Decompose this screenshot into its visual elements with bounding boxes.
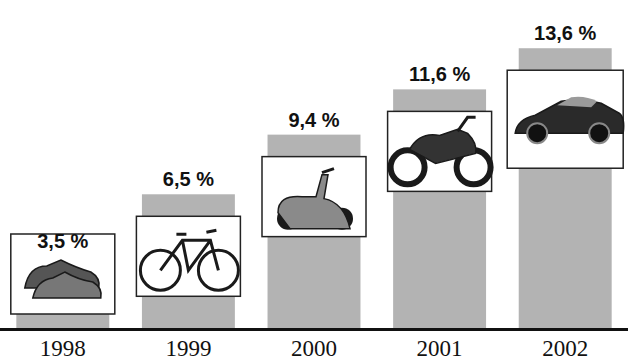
icon xyxy=(507,70,624,168)
tick-label: 2002 xyxy=(542,336,588,361)
icon xyxy=(262,157,366,237)
icon-shape xyxy=(589,123,609,143)
data-label: 3,5 % xyxy=(37,230,88,252)
icon-shape xyxy=(527,123,547,143)
icon-frame xyxy=(262,157,366,237)
icon-frame xyxy=(388,111,492,191)
x-axis-line xyxy=(0,328,628,331)
icon-shape xyxy=(322,169,334,173)
data-label: 6,5 % xyxy=(163,168,214,190)
data-label: 13,6 % xyxy=(534,22,596,44)
chart-svg: 3,5 % 1998 6,5 % 1999 9,4 % 2000 11,6 % 2001 13,… xyxy=(0,0,628,362)
labels: 3,5 % 1998 6,5 % 1999 9,4 % 2000 11,6 % 2001 13,… xyxy=(37,22,596,361)
icon-shape xyxy=(278,175,350,229)
icons xyxy=(11,70,624,314)
tick-label: 2001 xyxy=(417,336,463,361)
tick-label: 1999 xyxy=(165,336,211,361)
tick-label: 2000 xyxy=(291,336,337,361)
chart-container: 3,5 % 1998 6,5 % 1999 9,4 % 2000 11,6 % 2001 13,… xyxy=(0,0,628,362)
icon-shape xyxy=(160,230,218,270)
icon-frame xyxy=(507,70,623,168)
icon-shape xyxy=(458,117,476,131)
icon xyxy=(388,111,492,191)
icon-frame xyxy=(136,216,240,296)
icon xyxy=(136,216,240,296)
data-label: 11,6 % xyxy=(409,63,470,85)
icon-shape xyxy=(33,272,101,298)
tick-label: 1998 xyxy=(40,336,86,361)
icon-shape xyxy=(557,97,597,108)
data-label: 9,4 % xyxy=(288,109,339,131)
icon-shape xyxy=(410,129,476,163)
